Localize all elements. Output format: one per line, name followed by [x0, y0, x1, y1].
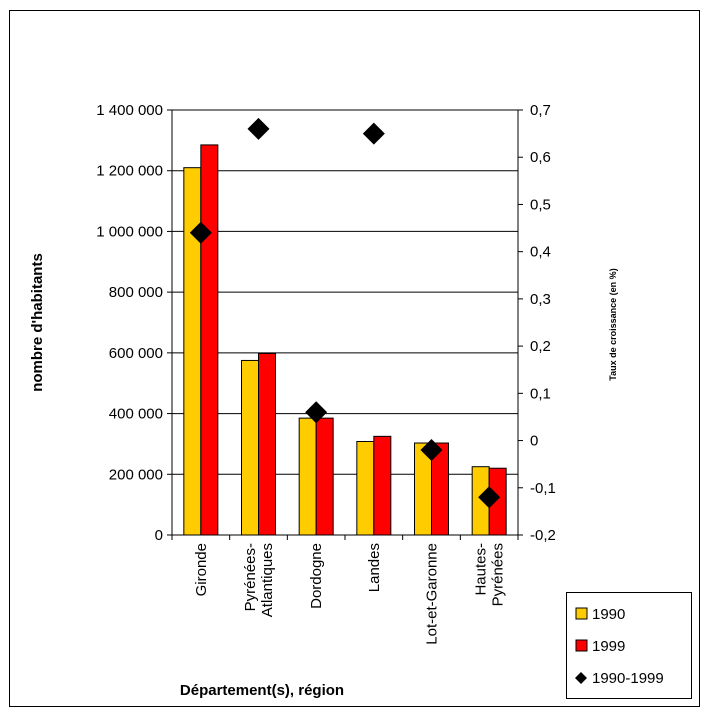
- y2-tick-label: 0,5: [530, 196, 551, 213]
- x-tick-label-group: Dordogne: [308, 543, 325, 609]
- y2-axis-title: Taux de croissance (en %): [608, 268, 618, 380]
- y-tick-label: 800 000: [109, 284, 163, 301]
- y2-tick-label: 0,4: [530, 244, 551, 261]
- marker-1990-1999: [189, 221, 212, 244]
- x-tick-label-group: Pyrénées- Atlantiques: [242, 543, 276, 617]
- y2-tick-label: 0: [530, 433, 538, 450]
- x-tick-label-group: Hautes- Pyrénées: [473, 543, 507, 606]
- y2-tick-label: -0,1: [530, 480, 556, 497]
- y-tick-label: 1 400 000: [96, 102, 163, 119]
- bar-1999: [258, 352, 276, 536]
- x-tick-label: Pyrénées-: [242, 543, 259, 611]
- y-tick-label: 400 000: [109, 406, 163, 423]
- bar-1999: [315, 417, 334, 536]
- legend-swatch-1990: [575, 607, 588, 620]
- legend-swatch-1999: [575, 639, 588, 652]
- x-tick-label-group: Lot-et-Garonne: [424, 543, 441, 645]
- bar-1999: [373, 435, 392, 536]
- y2-tick-label: 0,3: [530, 291, 551, 308]
- legend-swatch-1990-1999: [575, 672, 587, 684]
- bar-1999: [431, 442, 449, 536]
- y2-tick-label: 0,2: [530, 338, 551, 355]
- marker-1990-1999: [305, 401, 328, 424]
- bar-1990: [183, 167, 202, 536]
- y-tick-label: 1 000 000: [96, 223, 163, 240]
- bar-1999: [200, 144, 219, 536]
- x-tick-label-group: Landes: [366, 543, 383, 592]
- bar-1990: [241, 359, 259, 536]
- x-tick-label: Landes: [366, 543, 383, 592]
- marker-1990-1999: [362, 122, 385, 145]
- legend-label: 1990: [592, 606, 625, 623]
- y2-tick-label: 0,1: [530, 385, 551, 402]
- y2-tick-label: 0,7: [530, 102, 551, 119]
- x-tick-label-group: Gironde: [193, 543, 210, 596]
- marker-1990-1999: [247, 117, 270, 140]
- legend-label: 1999: [592, 638, 625, 655]
- x-tick-label: Gironde: [193, 543, 210, 596]
- x-tick-label: Dordogne: [308, 543, 325, 609]
- y-tick-label: 200 000: [109, 466, 163, 483]
- x-tick-label: Lot-et-Garonne: [424, 543, 441, 645]
- bar-1990: [298, 417, 317, 536]
- x-axis-title: Département(s), région: [180, 682, 344, 699]
- y-tick-label: 1 200 000: [96, 163, 163, 180]
- bar-1990: [356, 441, 375, 536]
- y-tick-label: 0: [155, 527, 163, 544]
- legend-label: 1990-1999: [592, 670, 664, 687]
- y-tick-label: 600 000: [109, 345, 163, 362]
- y2-tick-label: -0,2: [530, 527, 556, 544]
- chart-frame: [9, 10, 700, 707]
- x-tick-label: Atlantiques: [259, 543, 276, 617]
- x-tick-label: Hautes-: [473, 543, 490, 596]
- x-tick-label: Pyrénées: [490, 543, 507, 606]
- marker-1990-1999: [478, 486, 501, 509]
- y-axis-title: nombre d'habitants: [29, 253, 46, 392]
- marker-1990-1999: [420, 439, 443, 461]
- y2-tick-label: 0,6: [530, 149, 551, 166]
